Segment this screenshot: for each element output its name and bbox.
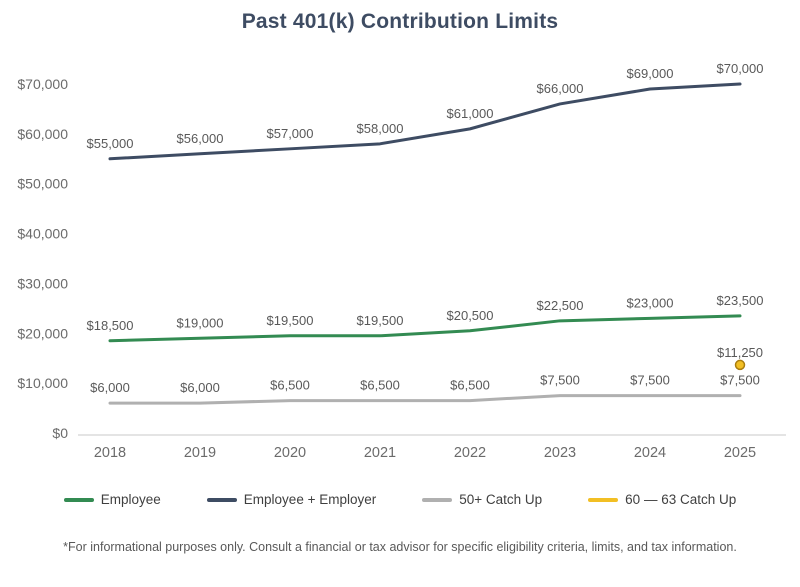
data-label-50-catch-up: $7,500 <box>540 373 580 388</box>
legend-item-60-63-catch-up: 60 — 63 Catch Up <box>588 492 736 507</box>
data-label-50-catch-up: $7,500 <box>720 373 760 388</box>
data-label-employee: $23,500 <box>717 293 764 308</box>
y-tick-label: $60,000 <box>17 126 68 142</box>
y-tick-label: $30,000 <box>17 275 68 291</box>
data-label-employee-employer: $55,000 <box>87 136 134 151</box>
y-tick-label: $70,000 <box>17 76 68 92</box>
data-label-employee-employer: $66,000 <box>537 81 584 96</box>
legend-item-employee-employer: Employee + Employer <box>206 492 377 507</box>
x-tick-label: 2021 <box>364 445 396 461</box>
y-tick-label: $50,000 <box>17 176 68 192</box>
legend-item-50-catch-up: 50+ Catch Up <box>422 492 542 507</box>
disclaimer-text: *For informational purposes only. Consul… <box>63 540 737 554</box>
data-label-employee: $18,500 <box>87 318 134 333</box>
y-tick-label: $40,000 <box>17 226 68 242</box>
data-label-50-catch-up: $7,500 <box>630 373 670 388</box>
data-label-50-catch-up: $6,500 <box>360 378 400 393</box>
y-tick-label: $20,000 <box>17 325 68 341</box>
data-label-employee-employer: $70,000 <box>717 61 764 76</box>
series-line-50-catch-up <box>108 394 742 405</box>
legend-label-60-63-catch-up: 60 — 63 Catch Up <box>625 492 737 507</box>
legend-swatch-employee <box>63 497 94 502</box>
chart-legend: Employee Employee + Employer 50+ Catch Up 6… <box>0 492 800 507</box>
data-label-50-catch-up: $6,500 <box>450 378 490 393</box>
data-label-employee: $19,500 <box>267 313 314 328</box>
x-tick-label: 2022 <box>454 445 486 461</box>
chart-title: Past 401(k) Contribution Limits <box>241 10 559 33</box>
x-tick-label: 2024 <box>634 445 666 461</box>
legend-label-employee: Employee <box>100 492 161 507</box>
data-point-60-63-catch-up <box>734 359 746 371</box>
legend-swatch-employee-employer <box>206 497 237 502</box>
y-tick-label: $10,000 <box>17 375 68 391</box>
x-tick-label: 2025 <box>724 445 756 461</box>
x-tick-label: 2023 <box>544 445 576 461</box>
data-label-employee: $20,500 <box>447 308 494 323</box>
legend-item-employee: Employee <box>63 492 161 507</box>
legend-label-employee-employer: Employee + Employer <box>243 492 377 507</box>
data-label-50-catch-up: $6,500 <box>270 378 310 393</box>
data-label-employee-employer: $69,000 <box>627 66 674 81</box>
data-label-employee-employer: $57,000 <box>267 126 314 141</box>
series-line-employee <box>108 314 742 343</box>
data-label-employee-employer: $56,000 <box>177 131 224 146</box>
data-label-employee: $23,000 <box>627 295 674 310</box>
line-chart: $0 $10,000 $20,000 $30,000 $40,000 $50,000 $60… <box>17 61 786 461</box>
data-label-50-catch-up: $6,000 <box>90 380 130 395</box>
data-label-employee: $22,500 <box>537 298 584 313</box>
series-line-employee-employer <box>108 82 742 161</box>
legend-swatch-60-63-catch-up <box>588 497 619 502</box>
data-label-employee-employer: $61,000 <box>447 106 494 121</box>
y-tick-label: $0 <box>52 425 68 441</box>
data-label-employee: $19,500 <box>357 313 404 328</box>
x-tick-label: 2019 <box>184 445 216 461</box>
legend-label-50-catch-up: 50+ Catch Up <box>459 492 543 507</box>
data-label-50-catch-up: $6,000 <box>180 380 220 395</box>
legend-swatch-50-catch-up <box>422 497 453 502</box>
data-label-employee: $19,000 <box>177 315 224 330</box>
x-tick-label: 2020 <box>274 445 306 461</box>
data-label-60-63-catch-up: $11,250 <box>717 345 763 360</box>
x-tick-label: 2018 <box>94 445 126 461</box>
data-label-employee-employer: $58,000 <box>357 121 404 136</box>
